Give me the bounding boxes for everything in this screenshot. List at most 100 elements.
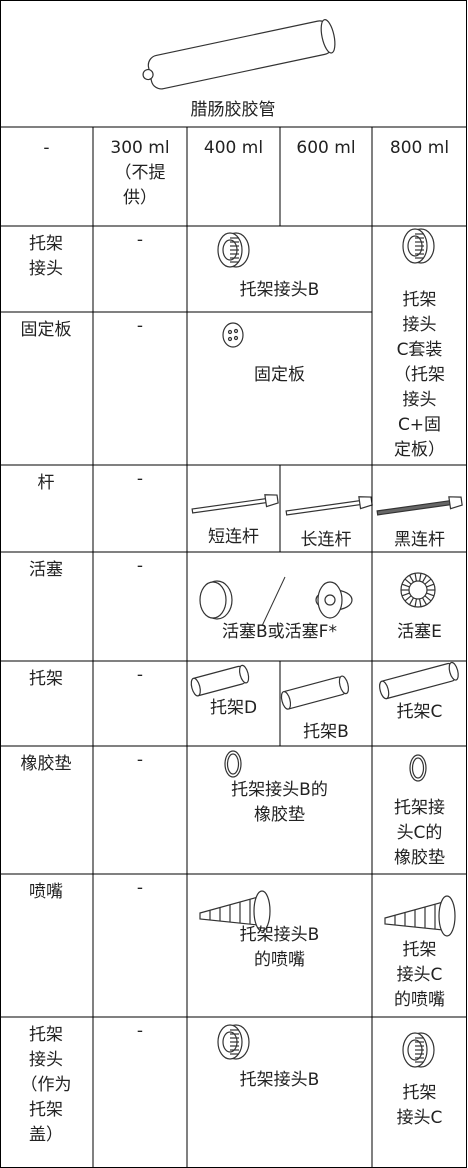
row-label: 杆 (38, 473, 55, 493)
row-label: 盖） (29, 1125, 63, 1145)
disk-icon (222, 322, 244, 348)
cell-text: - (137, 230, 143, 250)
cell-text: C+固 (398, 415, 441, 435)
shape (421, 597, 428, 606)
shape (438, 895, 456, 937)
shape (414, 598, 418, 607)
shape (191, 497, 269, 514)
nut-icon (217, 1024, 250, 1060)
shape (384, 901, 444, 931)
shape (226, 753, 240, 775)
cell-text: - (137, 556, 143, 576)
shape (426, 583, 435, 588)
shape (408, 597, 415, 606)
cell-text: 接头 (403, 390, 437, 410)
shape (320, 19, 336, 54)
cell-text: C套装 (397, 340, 443, 360)
column-header: 400 ml (204, 138, 263, 158)
nozzle-icon (384, 895, 456, 937)
row-label: 托架 (29, 234, 63, 254)
shape (338, 675, 350, 695)
shape (233, 328, 239, 334)
row-label: 托架 (29, 1100, 63, 1120)
cell-text: - (137, 878, 143, 898)
shape (233, 335, 239, 341)
shape (379, 680, 390, 700)
shape (404, 578, 412, 585)
shape (376, 499, 453, 516)
row-label: 托架 (29, 669, 63, 689)
column-header: 600 ml (296, 138, 355, 158)
shape (414, 573, 418, 582)
cell-text: 托架 (403, 1083, 437, 1103)
cell-text: 托架D (210, 698, 257, 718)
shape (421, 574, 428, 583)
shape (418, 573, 422, 582)
cell-text: 托架接头B (240, 1070, 320, 1090)
ring-icon (224, 750, 242, 778)
shape (227, 329, 233, 335)
shape (424, 578, 432, 585)
piston-icon (199, 580, 233, 620)
row-label: 托架 (29, 1025, 63, 1045)
cell-text: 黑连杆 (394, 530, 445, 550)
shape (358, 496, 373, 510)
cell-text: 托架B (303, 722, 349, 742)
cell-text: - (137, 316, 143, 336)
shape (280, 691, 292, 710)
cell-text: - (137, 750, 143, 770)
column-header: 供） (123, 188, 157, 208)
shape (404, 595, 412, 602)
nut-icon (217, 232, 250, 268)
cell-text: 活塞E (397, 622, 442, 642)
nut-icon (402, 228, 435, 264)
piston-icon (315, 581, 353, 619)
cartridge-icon (142, 19, 336, 90)
shape (401, 592, 410, 597)
cell-text: 托架接头B的 (231, 780, 328, 800)
column-header: 300 ml (110, 138, 169, 158)
shape (379, 662, 456, 700)
cell-text: - (137, 665, 143, 685)
column-header: 800 ml (390, 138, 449, 158)
cell-text: 的喷嘴 (254, 950, 305, 970)
shape (418, 598, 422, 607)
shape (222, 322, 244, 348)
column-header: （不提 (115, 163, 166, 183)
cell-text: 长连杆 (301, 530, 352, 550)
shape (448, 496, 463, 510)
cell-text: 头C的 (397, 823, 443, 843)
shape (199, 896, 259, 926)
cell-text: - (137, 1021, 143, 1041)
cell-text: 固定板 (254, 365, 305, 385)
cell-text: 的喷嘴 (394, 990, 445, 1010)
nozzle-icon (199, 890, 271, 932)
rod-icon (285, 496, 373, 516)
rod-icon (191, 494, 279, 514)
shape (408, 580, 428, 600)
shape (190, 677, 201, 697)
tube-icon (190, 664, 250, 697)
cartridge-label: 腊肠胶胶管 (191, 100, 276, 120)
shape (424, 595, 432, 602)
row-label: 固定板 (21, 320, 72, 340)
nut-icon (402, 1032, 435, 1068)
cell-text: 托架接头B (240, 925, 320, 945)
cell-text: 短连杆 (208, 527, 259, 547)
shape (142, 68, 154, 81)
cell-text: 接头C (397, 1108, 443, 1128)
shape (408, 574, 415, 583)
shape (264, 494, 279, 508)
row-label: 接头 (29, 259, 63, 279)
cell-text: 托架接头B (240, 280, 320, 300)
row-label: 活塞 (29, 560, 63, 580)
shape (411, 757, 425, 779)
ring-icon (409, 754, 427, 782)
cell-text: - (137, 469, 143, 489)
shape (324, 594, 336, 606)
tube-icon (379, 661, 459, 700)
cell-text: 托架 (403, 290, 437, 310)
cell-text: （托架 (394, 365, 445, 385)
slash (261, 576, 286, 627)
column-header: - (43, 138, 49, 158)
